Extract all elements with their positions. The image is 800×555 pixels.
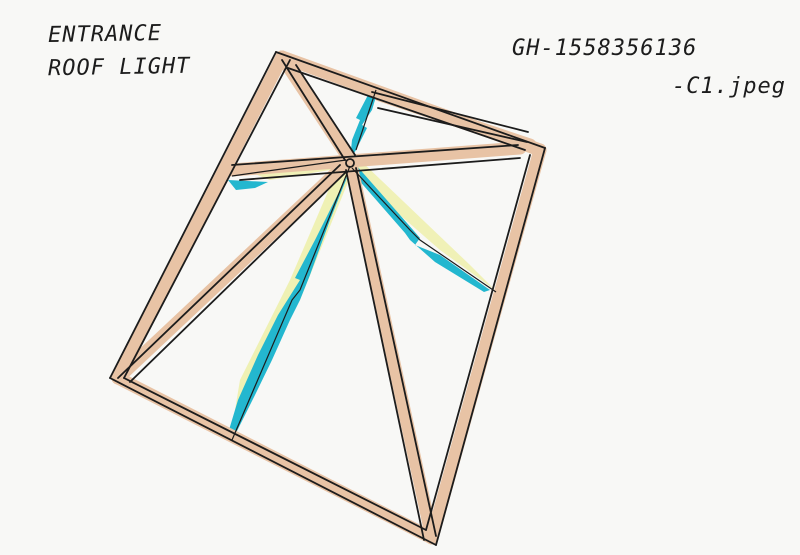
glass-outline-lines [231, 89, 497, 441]
timber-frame-wash [111, 50, 547, 545]
file-reference-line-2: -C1.jpeg [672, 74, 786, 99]
glass-blue-edges [226, 90, 490, 440]
file-reference-line-1: GH-1558356136 [512, 36, 698, 61]
frame-ink-lines [109, 51, 546, 546]
drawing-title-line-2: ROOF LIGHT [47, 53, 191, 82]
drawing-title-line-1: ENTRANCE [47, 21, 163, 48]
